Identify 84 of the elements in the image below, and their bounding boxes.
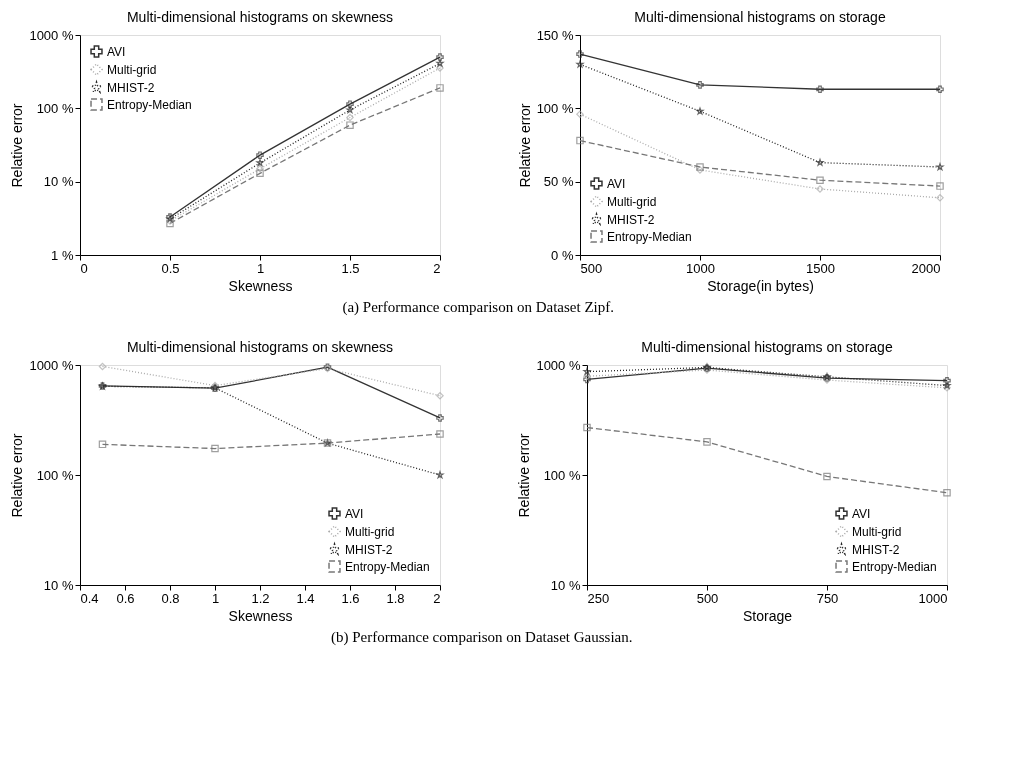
x-tick-label: 500 — [580, 260, 603, 276]
x-axis-title: Storage(in bytes) — [707, 277, 814, 294]
x-tick-label: 0.8 — [161, 590, 180, 606]
y-tick-label: 10 % — [43, 577, 74, 593]
y-tick-label: 150 % — [536, 27, 574, 43]
point — [436, 53, 444, 61]
point — [436, 64, 444, 72]
point — [98, 362, 107, 371]
point — [346, 113, 354, 122]
y-tick-label: 50 % — [543, 174, 574, 190]
x-tick-label: 0.4 — [80, 590, 99, 606]
point — [346, 100, 354, 108]
point — [436, 471, 444, 479]
x-tick-label: 1.2 — [251, 590, 270, 606]
x-tick-label: 1 — [256, 260, 265, 276]
x-tick-label: 1500 — [806, 260, 835, 276]
x-axis-title: Skewness — [228, 607, 293, 624]
y-tick-label: 1000 % — [29, 357, 74, 373]
y-tick-label: 1 % — [51, 247, 74, 263]
x-tick-label: 1.6 — [341, 590, 360, 606]
x-tick-label: 1.5 — [341, 260, 360, 276]
x-tick-label: 2 — [433, 590, 441, 606]
y-tick-label: 10 % — [550, 577, 581, 593]
x-tick-label: 1000 — [686, 260, 715, 276]
legend-label: Entropy-Median — [345, 559, 430, 574]
x-tick-label: 0.5 — [161, 260, 180, 276]
legend-label: MHIST-2 — [345, 542, 393, 557]
y-axis-title: Relative error — [516, 433, 533, 518]
legend-label: Multi-grid — [345, 524, 395, 539]
x-tick-label: 250 — [587, 590, 610, 606]
legend-label: AVI — [345, 506, 364, 521]
x-tick-label: 750 — [816, 590, 839, 606]
point — [436, 430, 444, 438]
y-tick-label: 100 % — [543, 467, 581, 483]
legend-label: MHIST-2 — [107, 80, 155, 95]
x-tick-label: 2 — [433, 260, 441, 276]
chart-title: Multi-dimensional histograms on storage — [634, 9, 886, 25]
y-tick-label: 1000 % — [536, 357, 581, 373]
point — [436, 84, 444, 92]
x-tick-label: 1.4 — [296, 590, 315, 606]
x-tick-label: 1.8 — [386, 590, 405, 606]
x-tick-label: 0.6 — [116, 590, 135, 606]
y-tick-label: 1000 % — [29, 27, 74, 43]
x-tick-label: 0 — [80, 260, 88, 276]
legend-label: Entropy-Median — [107, 97, 192, 112]
x-tick-label: 1 — [211, 590, 220, 606]
x-axis-title: Storage — [742, 607, 793, 624]
chart-title: Multi-dimensional histograms on storage — [641, 339, 893, 355]
y-tick-label: 100 % — [36, 100, 74, 116]
y-tick-label: 0 % — [551, 247, 574, 263]
point — [436, 59, 444, 67]
point — [436, 414, 444, 422]
legend-label: AVI — [852, 506, 871, 521]
chart-title: Multi-dimensional histograms on skewness — [126, 9, 394, 25]
y-axis-title: Relative error — [9, 433, 26, 518]
point — [256, 159, 264, 167]
point — [98, 440, 107, 449]
text: (b) Performance comparison on Dataset Gaussian. — [330, 628, 633, 646]
x-tick-label: 1000 — [918, 590, 948, 606]
y-axis-title: Relative error — [516, 103, 533, 188]
legend-label: MHIST-2 — [852, 542, 900, 557]
legend-label: Entropy-Median — [852, 559, 937, 574]
y-axis-title: Relative error — [9, 103, 26, 188]
legend-label: Multi-grid — [852, 524, 902, 539]
legend-label: MHIST-2 — [607, 212, 655, 227]
y-tick-label: 100 % — [36, 467, 74, 483]
legend-label: Entropy-Median — [607, 229, 692, 244]
x-tick-label: 2000 — [911, 260, 941, 276]
point — [256, 169, 264, 178]
x-tick-label: 500 — [696, 590, 719, 606]
y-tick-label: 10 % — [43, 174, 74, 190]
text: (a) Performance comparison on Dataset Zipf. — [342, 298, 615, 316]
point — [346, 121, 354, 129]
y-tick-label: 100 % — [536, 100, 574, 116]
chart-title: Multi-dimensional histograms on skewness — [126, 339, 394, 355]
x-axis-title: Skewness — [228, 277, 293, 294]
legend-label: AVI — [107, 44, 126, 59]
point — [436, 392, 444, 400]
legend-label: Multi-grid — [607, 194, 657, 209]
point — [256, 151, 264, 159]
point — [211, 444, 219, 453]
legend-label: Multi-grid — [107, 62, 157, 77]
legend-label: AVI — [607, 176, 626, 191]
point — [346, 106, 354, 114]
